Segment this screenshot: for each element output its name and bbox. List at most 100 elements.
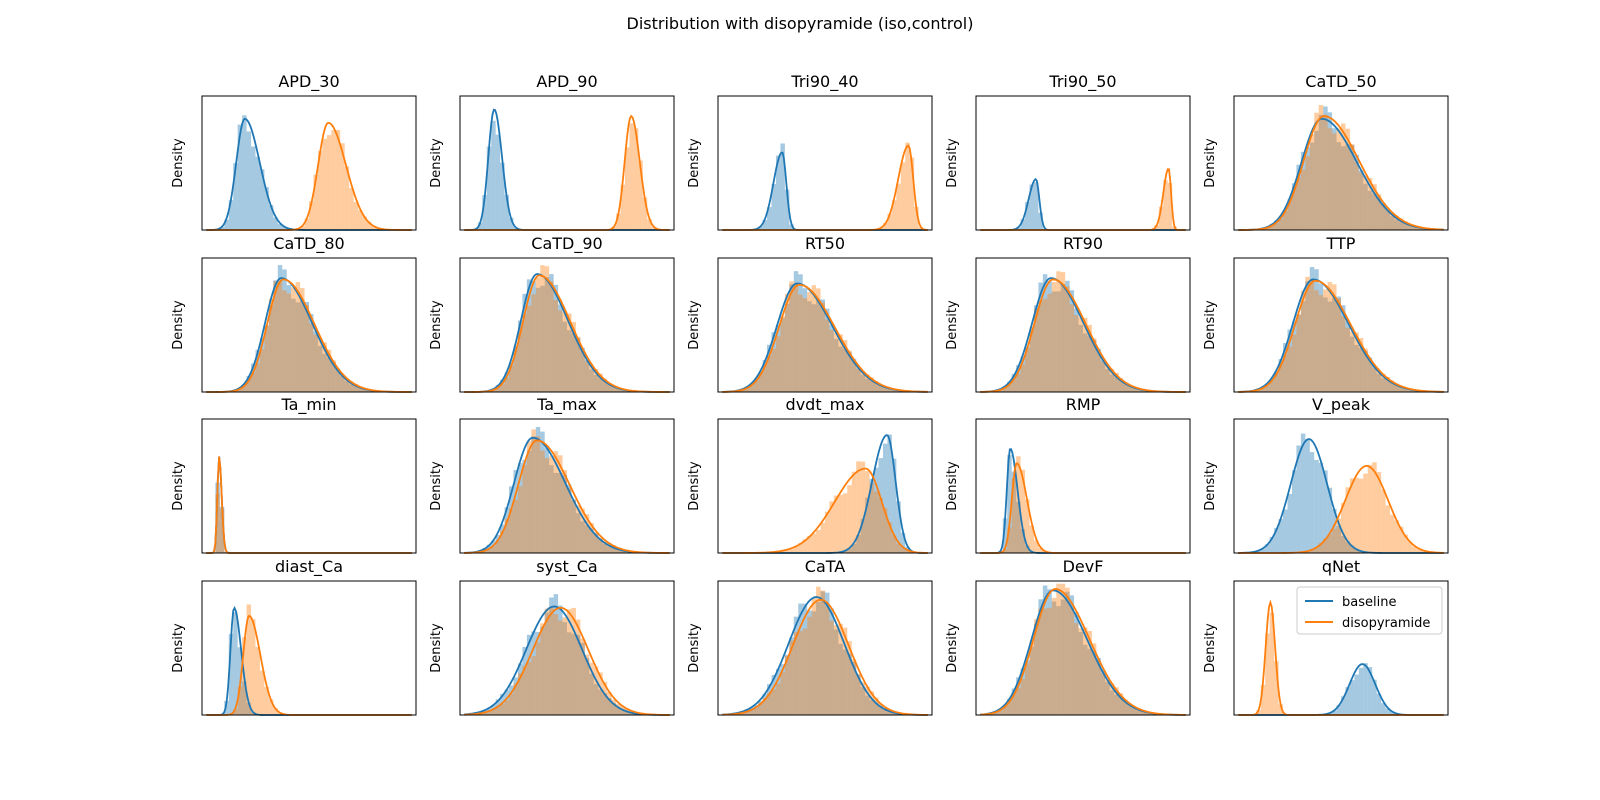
histogram-bar-baseline (1318, 462, 1324, 553)
histogram-bar-baseline (531, 631, 536, 715)
histogram-bar-baseline (749, 383, 754, 392)
histogram-bar-baseline (1323, 470, 1328, 553)
histogram-bar-disopyramide (526, 662, 532, 715)
histogram-bar-baseline (887, 434, 892, 553)
histogram-bar-disopyramide (531, 656, 536, 715)
histogram-bar-baseline (1296, 445, 1301, 553)
histogram-bar-baseline (237, 124, 243, 230)
histogram-bar-disopyramide (1269, 612, 1275, 715)
histogram-bar-baseline (869, 699, 875, 715)
histogram-bar-baseline (224, 700, 229, 715)
histogram-bar-baseline (1260, 548, 1266, 553)
kde-line-disopyramide (980, 588, 1186, 716)
histogram-bar-disopyramide (798, 631, 803, 715)
histogram-bar-baseline (1083, 333, 1088, 392)
panel-title: RT50 (805, 234, 845, 253)
histogram-bar-disopyramide (1011, 379, 1017, 392)
histogram-bar-baseline (1109, 690, 1115, 715)
histogram-bar-baseline (1385, 210, 1391, 230)
histogram-bar-baseline (549, 597, 554, 715)
histogram-bar-disopyramide (607, 383, 612, 392)
histogram-bar-baseline (1332, 710, 1337, 715)
histogram-bar-disopyramide (1140, 710, 1146, 715)
histogram-bar-baseline (567, 632, 572, 715)
histogram-bar-baseline (1354, 154, 1359, 230)
histogram-bar-disopyramide (905, 550, 910, 553)
histogram-bar-disopyramide (277, 712, 283, 715)
histogram-bar-disopyramide (1105, 365, 1110, 392)
histogram-bar-disopyramide (1074, 315, 1079, 392)
histogram-bar-disopyramide (1390, 380, 1395, 392)
histogram-bar-baseline (584, 658, 590, 715)
kde-line-baseline (980, 177, 1186, 231)
histogram-bar-disopyramide (744, 388, 750, 392)
histogram-bar-disopyramide (1083, 627, 1088, 715)
histogram-bar-disopyramide (317, 338, 323, 392)
histogram-bar-disopyramide (851, 361, 857, 392)
histogram-bar-disopyramide (509, 693, 514, 715)
histogram-bar-baseline (1345, 541, 1350, 553)
histogram-bar-baseline (526, 634, 532, 715)
panel-diast-ca: diast_Ca Density (171, 557, 417, 716)
histogram-bar-disopyramide (1051, 597, 1057, 715)
kde-line-baseline (722, 596, 928, 716)
histogram-bar-disopyramide (1305, 551, 1310, 553)
histogram-bar-baseline (1083, 644, 1088, 715)
histogram-bar-disopyramide (1309, 549, 1315, 553)
histogram-bar-baseline (789, 284, 794, 392)
histogram-bar-disopyramide (1398, 218, 1404, 230)
histogram-bar-baseline (891, 458, 897, 553)
histogram-bar-baseline (891, 712, 897, 715)
histogram-bar-disopyramide (771, 689, 776, 715)
panel-dvdt-max: dvdt_max Density (687, 395, 933, 554)
histogram-bar-disopyramide (860, 682, 866, 715)
histogram-bar-disopyramide (820, 590, 825, 715)
histogram-bar-disopyramide (914, 206, 919, 230)
histogram-bar-baseline (775, 668, 781, 715)
histogram-bar-disopyramide (513, 499, 518, 553)
histogram-bar-disopyramide (1345, 487, 1350, 553)
histogram-bar-disopyramide (517, 673, 523, 715)
histogram-bar-disopyramide (611, 545, 617, 553)
histogram-bar-disopyramide (1100, 673, 1106, 715)
histogram-bar-disopyramide (762, 364, 768, 392)
panel-frame (201, 418, 417, 554)
kde-line-disopyramide (464, 274, 670, 393)
histogram-bar-baseline (1318, 283, 1324, 392)
histogram-bar-baseline (593, 533, 599, 553)
histogram-bar-baseline (1042, 274, 1048, 392)
histogram-bar-baseline (1363, 351, 1368, 392)
histogram-bar-disopyramide (1274, 223, 1279, 230)
histogram-bar-baseline (1114, 694, 1119, 715)
panel-frame (975, 257, 1191, 393)
histogram-bar-disopyramide (767, 693, 772, 715)
histogram-bar-disopyramide (482, 712, 487, 715)
panel-title: diast_Ca (275, 557, 343, 577)
histogram-bar-baseline (291, 298, 296, 392)
histogram-bar-baseline (744, 386, 750, 392)
histogram-bar-baseline (1260, 386, 1266, 392)
histogram-bar-baseline (522, 459, 527, 553)
histogram-bar-baseline (1033, 182, 1039, 230)
histogram-bar-baseline (1047, 589, 1052, 715)
histogram-bar-baseline (1314, 269, 1319, 392)
histogram-bar-baseline (517, 320, 523, 392)
histogram-bar-baseline (358, 387, 363, 392)
histogram-bar-baseline (624, 711, 630, 715)
histogram-bar-disopyramide (802, 298, 808, 392)
histogram-bar-baseline (1407, 224, 1413, 230)
histogram-bar-disopyramide (1002, 387, 1008, 392)
histogram-bar-disopyramide (531, 294, 536, 392)
histogram-bar-baseline (491, 120, 496, 230)
histogram-bar-baseline (1296, 314, 1301, 392)
histogram-bar-disopyramide (1007, 700, 1012, 715)
histogram-bar-disopyramide (1136, 388, 1141, 392)
histogram-bar-disopyramide (998, 389, 1003, 392)
histogram-bar-disopyramide (1167, 182, 1173, 230)
histogram-bar-disopyramide (838, 623, 843, 715)
histogram-bar-disopyramide (531, 429, 536, 553)
histogram-bar-disopyramide (366, 221, 372, 230)
histogram-bar-disopyramide (309, 323, 314, 392)
histogram-bar-disopyramide (237, 388, 243, 392)
histogram-bar-baseline (1349, 545, 1355, 553)
